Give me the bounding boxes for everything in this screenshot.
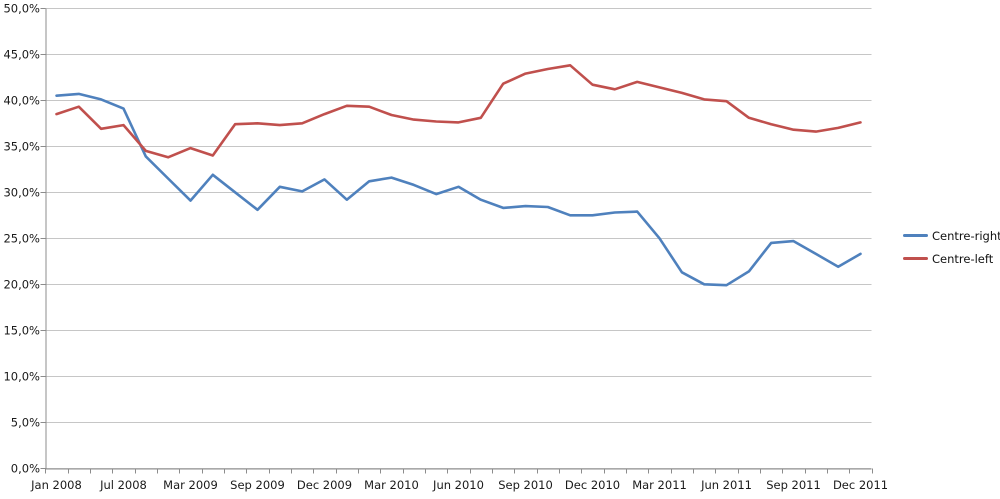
axis-tick-label: 40,0% [3,93,40,107]
axis-tick-label: 35,0% [3,139,40,153]
centre-left-line-swatch [903,257,928,260]
axis-tick-label: 25,0% [3,231,40,245]
axis-tick-label: Jun 2011 [700,478,752,492]
axis-tick-label: Mar 2010 [364,478,419,492]
axis-tick-label: Sep 2009 [230,478,285,492]
centre-right-line-swatch [903,234,928,237]
axis-tick-label: 50,0% [3,1,40,15]
legend-label: Centre-left [932,251,994,266]
series-line-centre-right [55,92,862,287]
axis-tick-label: 10,0% [3,369,40,383]
series-line-centre-left [55,64,862,159]
axis-tick-label: 15,0% [3,323,40,337]
axis-tick-label: 30,0% [3,185,40,199]
axis-tick-label: Dec 2011 [833,478,888,492]
axis-tick-label: 45,0% [3,47,40,61]
axis-tick-label: 0,0% [11,461,40,475]
axis-tick-label: Jun 2010 [432,478,484,492]
axis-tick-label: 20,0% [3,277,40,291]
axis-tick-label: Mar 2009 [163,478,218,492]
legend-item-centre-right: Centre-right [903,224,1000,247]
axis-tick-label: Sep 2010 [498,478,553,492]
axis-tick-label: Jan 2008 [30,478,82,492]
axis-tick-label: Jul 2008 [99,478,147,492]
legend-item-centre-left: Centre-left [903,247,1000,270]
legend: Centre-right Centre-left [903,224,1000,270]
legend-label: Centre-right [932,228,1000,243]
axis-tick-label: Dec 2010 [565,478,620,492]
axis-tick-label: 5,0% [11,415,40,429]
axis-tick-label: Dec 2009 [297,478,352,492]
axis-tick-label: Mar 2011 [632,478,687,492]
axis-tick-label: Sep 2011 [766,478,821,492]
